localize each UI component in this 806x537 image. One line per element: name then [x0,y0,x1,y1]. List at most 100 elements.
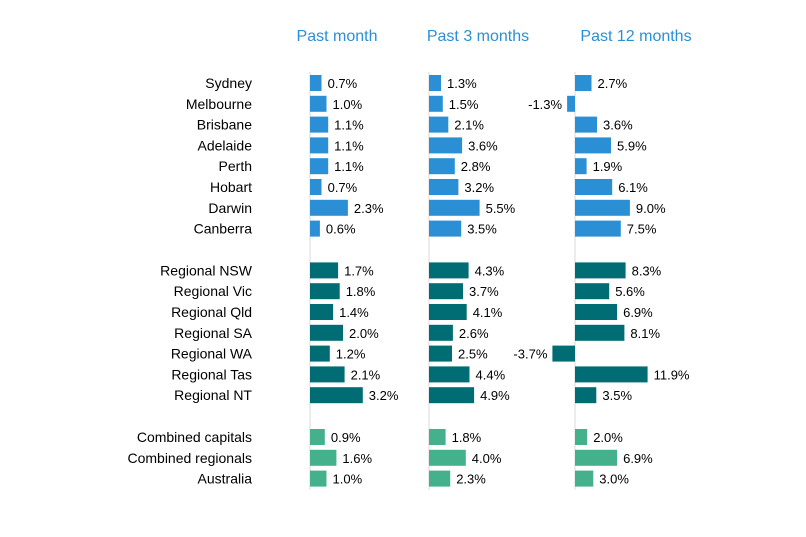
panel-title: Past 12 months [580,28,691,45]
row-label: Darwin [208,200,252,216]
data-label: 5.6% [615,284,645,299]
data-label: 3.2% [464,180,494,195]
data-label: 2.6% [459,326,489,341]
row-label: Regional Qld [171,304,252,320]
bar [429,158,455,175]
bar [429,324,453,341]
row-label: Regional Tas [171,366,252,382]
data-label: 2.3% [456,472,486,487]
bar [310,179,322,195]
data-label: 11.9% [654,367,690,382]
data-label: 2.0% [593,430,623,445]
row-label: Regional WA [171,346,253,362]
row-label: Perth [219,158,252,174]
data-label: 3.2% [369,388,399,403]
bar [575,283,610,300]
row-label: Regional NT [174,387,252,403]
data-label: 0.7% [328,180,358,195]
data-label: 1.9% [593,159,623,174]
bar [429,387,475,404]
bar [429,95,443,112]
data-label: 4.4% [476,367,506,382]
bar [575,366,648,383]
bar [429,262,469,279]
data-label: 1.7% [344,263,374,278]
row-label: Australia [198,471,253,487]
data-label: 2.1% [351,367,381,382]
data-label: 2.3% [354,201,384,216]
bar [310,387,363,404]
bar [429,75,441,91]
bar [575,429,588,445]
row-label: Brisbane [197,117,252,133]
bar [429,449,466,466]
data-label: 0.6% [326,222,356,237]
data-label: 2.7% [598,76,628,91]
data-label: 8.3% [632,263,662,278]
data-label: 0.9% [331,430,361,445]
row-label: Regional SA [174,325,252,341]
data-label: 8.1% [630,326,660,341]
bar [429,304,467,320]
bar [310,366,345,383]
data-label: 6.9% [623,451,653,466]
data-label: 4.9% [480,388,510,403]
data-label: 1.5% [449,97,479,112]
bar [310,429,325,445]
row-label: Combined capitals [137,429,252,445]
bar [310,137,329,154]
bar [575,158,587,175]
bar [552,345,575,362]
bar [310,262,339,279]
bar [575,199,630,216]
bar [310,324,343,341]
bar [567,95,575,112]
row-label: Regional Vic [174,283,252,299]
bar [575,470,594,487]
bar [429,116,449,133]
data-label: 1.6% [342,451,372,466]
bar [429,179,459,195]
data-label: 1.8% [452,430,482,445]
data-label: 1.3% [447,76,477,91]
data-label: 6.1% [618,180,648,195]
bar [429,345,452,362]
row-label: Hobart [210,179,252,195]
data-label: 1.1% [334,138,364,153]
bar [575,262,626,279]
data-label: 9.0% [636,201,666,216]
data-label: -1.3% [528,97,562,112]
bar [429,470,451,487]
row-label: Regional NSW [160,262,253,278]
bar [575,137,611,154]
bar [310,283,340,300]
bar [310,220,320,237]
bar [310,95,327,112]
data-label: 1.0% [333,97,363,112]
data-label: 5.5% [486,201,516,216]
bar [575,304,618,320]
panel-title: Past month [297,28,378,45]
row-label: Combined regionals [127,450,252,466]
bar [575,116,597,133]
bar [429,366,470,383]
data-label: 3.6% [603,118,633,133]
data-label: 1.1% [334,159,364,174]
row-label: Sydney [205,75,252,91]
data-label: 1.4% [339,305,369,320]
row-label: Canberra [194,221,253,237]
data-label: 3.5% [602,388,632,403]
bar [310,75,322,91]
data-label: 4.1% [473,305,503,320]
data-label: 7.5% [627,222,657,237]
data-label: 2.0% [349,326,379,341]
bar [429,137,463,154]
bar [575,449,618,466]
bar [310,470,327,487]
bar [575,179,613,195]
data-label: 3.6% [468,138,498,153]
data-label: 2.8% [461,159,491,174]
row-label: Melbourne [186,96,252,112]
bar [575,220,621,237]
